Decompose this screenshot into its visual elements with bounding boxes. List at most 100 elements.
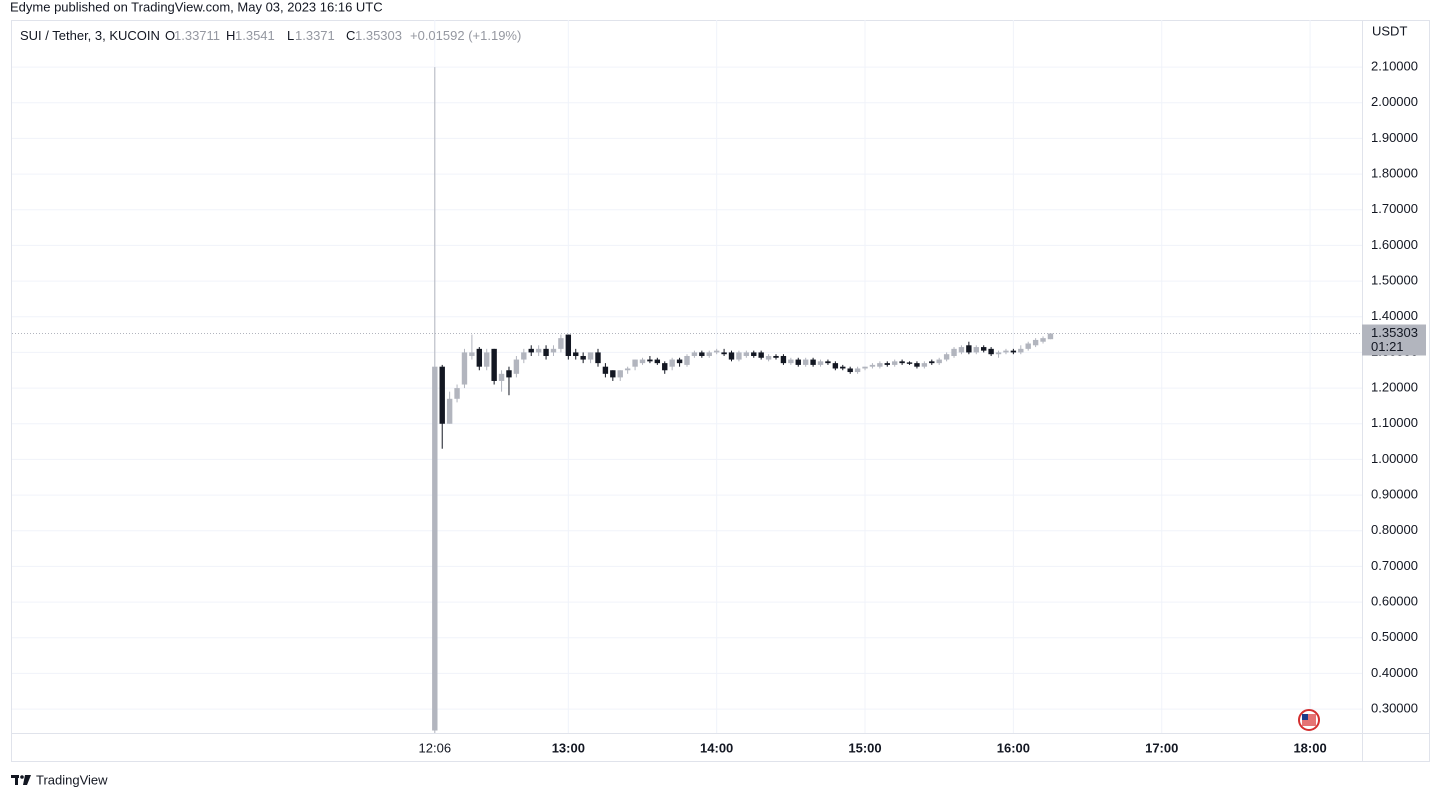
candle-body [958,347,965,353]
x-tick-label: 12:06 [419,740,452,755]
logo-part [23,775,31,785]
candle-body [632,359,638,367]
candle-body [647,359,653,362]
legend: SUI / Tether, 3, KUCOIN O 1.33711 H 1.35… [20,28,521,43]
candle-body [743,352,750,356]
candle-body [906,362,913,364]
legend-value: 1.3371 [295,28,335,43]
candle-body [1032,339,1039,346]
candle-body [639,359,646,364]
candle-body [936,359,942,364]
candle-body [595,352,601,364]
candle-body [1003,350,1009,353]
candle-body [550,348,557,353]
candle-body [432,366,438,731]
candle-body [758,352,764,358]
y-tick-label: 2.10000 [1371,59,1418,74]
candle-body [713,350,720,353]
y-tick-label: 1.60000 [1371,237,1418,252]
candles [12,67,1362,733]
pane-border [11,20,1430,762]
candle-body [817,361,824,365]
candle-body [610,370,616,378]
y-tick-label: 1.00000 [1371,451,1418,466]
legend-value: 1.33711 [174,28,220,43]
candle-body [1025,343,1031,349]
legend-label: C [346,28,355,43]
candle-body [973,347,979,353]
y-tick-label: 1.80000 [1371,166,1418,181]
legend-label: O [165,28,175,43]
candle-body [469,352,475,356]
candle-body [721,352,727,355]
candle-body [699,352,705,356]
candle-body [580,355,586,360]
candle-body [521,352,527,360]
candle-body [439,366,445,424]
candle-body [884,363,890,365]
candle-body [951,348,957,356]
x-tick-label: 18:00 [1293,740,1326,755]
candle-body [513,359,520,374]
candle-body [795,359,801,365]
legend-symbol: SUI / Tether, 3, KUCOIN [20,28,160,43]
candle-body [654,359,661,364]
candle-body [587,352,594,360]
candle-body [862,366,868,369]
countdown: 01:21 [1371,339,1404,354]
candle-body [617,370,623,378]
legend-value: 1.3541 [235,28,275,43]
x-tick-label: 13:00 [552,740,585,755]
candle-body [1040,338,1046,342]
candle-body [662,363,668,371]
x-tick-label: 16:00 [997,740,1030,755]
legend-label: H [226,28,235,43]
candle-body [877,363,883,367]
candle-body [1047,333,1054,340]
candle-body [736,352,742,360]
candle-body [669,359,675,367]
candle-body [1010,350,1017,353]
logo-part [20,775,24,779]
candle-body [921,363,928,367]
legend-change: +0.01592 (+1.19%) [410,28,521,43]
price-label: 1.35303 [1371,325,1418,340]
candle-body [498,373,505,381]
flag-icon [1298,709,1320,731]
candle-body [914,363,920,367]
publisher: Edyme published on TradingView.com, May … [10,0,383,14]
y-tick-label: 0.90000 [1371,487,1418,502]
candle-body [773,355,779,358]
y-axis-label: USDT [1372,23,1407,38]
candle-body [565,334,572,356]
legend-label: L [287,28,294,43]
candle-body [765,355,772,360]
y-tick-label: 0.30000 [1371,701,1418,716]
candle-body [535,348,542,353]
candle-body [832,363,839,369]
y-tick-label: 1.20000 [1371,380,1418,395]
candle-body [558,338,564,349]
candle-body [602,366,609,374]
candle-body [506,370,512,378]
candle-body [899,361,905,364]
y-tick-label: 0.70000 [1371,558,1418,573]
y-tick-label: 2.00000 [1371,94,1418,109]
candle-body [788,359,794,364]
candle-body [943,354,950,360]
candle-body [728,352,735,360]
x-tick-label: 14:00 [700,740,733,755]
y-tick-label: 1.40000 [1371,308,1418,323]
candle-body [476,348,483,367]
y-tick-label: 1.70000 [1371,201,1418,216]
candle-body [995,352,1002,355]
candle-body [1018,348,1024,353]
brand-logo [11,775,31,785]
candle-body [840,366,846,369]
candle-body [543,348,549,356]
logo-part [15,775,18,785]
candle-body [988,348,994,355]
candle-body [751,352,757,356]
brand: TradingView [36,772,108,787]
